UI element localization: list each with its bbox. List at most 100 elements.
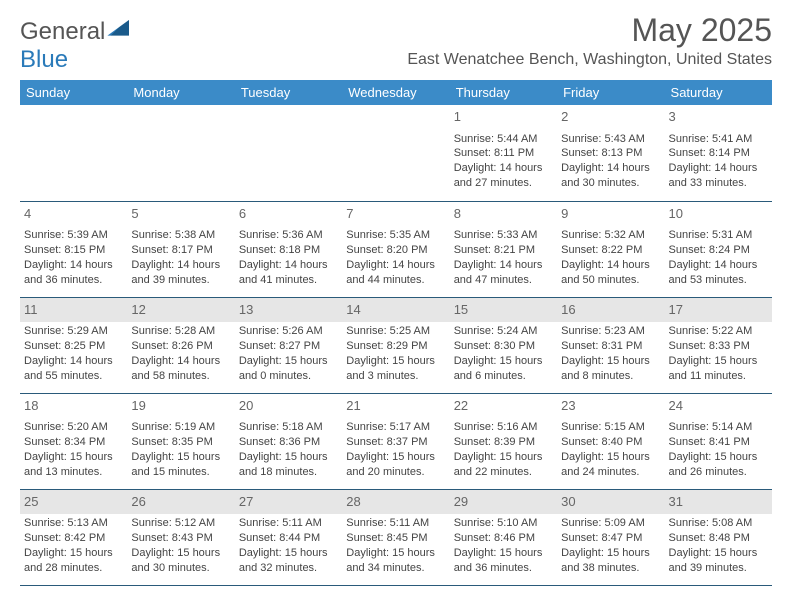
sunset-text: Sunset: 8:18 PM: [239, 243, 338, 258]
sunset-text: Sunset: 8:22 PM: [561, 243, 660, 258]
sunset-text: Sunset: 8:43 PM: [131, 531, 230, 546]
calendar-week-row: 11Sunrise: 5:29 AMSunset: 8:25 PMDayligh…: [20, 297, 772, 393]
date-number: 31: [669, 493, 768, 511]
calendar-cell: 1Sunrise: 5:44 AMSunset: 8:11 PMDaylight…: [450, 105, 557, 201]
calendar-cell: 15Sunrise: 5:24 AMSunset: 8:30 PMDayligh…: [450, 297, 557, 393]
sunset-text: Sunset: 8:11 PM: [454, 146, 553, 161]
daylight-text: Daylight: 15 hours and 11 minutes.: [669, 354, 768, 384]
date-row: 29: [450, 490, 557, 515]
weekday-header: Saturday: [665, 80, 772, 105]
sunset-text: Sunset: 8:26 PM: [131, 339, 230, 354]
date-row: 25: [20, 490, 127, 515]
sunrise-text: Sunrise: 5:19 AM: [131, 420, 230, 435]
sunset-text: Sunset: 8:45 PM: [346, 531, 445, 546]
date-number: 19: [131, 397, 230, 415]
calendar-cell: 25Sunrise: 5:13 AMSunset: 8:42 PMDayligh…: [20, 489, 127, 585]
calendar-cell-empty: [342, 105, 449, 201]
daylight-text: Daylight: 14 hours and 36 minutes.: [24, 258, 123, 288]
date-number: 6: [239, 205, 338, 223]
calendar-cell: 10Sunrise: 5:31 AMSunset: 8:24 PMDayligh…: [665, 201, 772, 297]
brand-text: General Blue: [20, 18, 129, 74]
brand-logo: General Blue: [20, 18, 129, 74]
date-number: 7: [346, 205, 445, 223]
date-row: 5: [127, 202, 234, 227]
calendar-cell: 24Sunrise: 5:14 AMSunset: 8:41 PMDayligh…: [665, 393, 772, 489]
date-number: 25: [24, 493, 123, 511]
date-number: 13: [239, 301, 338, 319]
daylight-text: Daylight: 15 hours and 24 minutes.: [561, 450, 660, 480]
calendar-cell: 17Sunrise: 5:22 AMSunset: 8:33 PMDayligh…: [665, 297, 772, 393]
sunrise-text: Sunrise: 5:38 AM: [131, 228, 230, 243]
location-text: East Wenatchee Bench, Washington, United…: [407, 51, 772, 69]
sunset-text: Sunset: 8:25 PM: [24, 339, 123, 354]
date-number: 22: [454, 397, 553, 415]
daylight-text: Daylight: 15 hours and 22 minutes.: [454, 450, 553, 480]
date-row: 13: [235, 298, 342, 323]
date-number: 2: [561, 108, 660, 126]
calendar-cell: 22Sunrise: 5:16 AMSunset: 8:39 PMDayligh…: [450, 393, 557, 489]
daylight-text: Daylight: 14 hours and 53 minutes.: [669, 258, 768, 288]
weekday-header: Friday: [557, 80, 664, 105]
sunrise-text: Sunrise: 5:44 AM: [454, 132, 553, 147]
sunrise-text: Sunrise: 5:33 AM: [454, 228, 553, 243]
daylight-text: Daylight: 14 hours and 41 minutes.: [239, 258, 338, 288]
daylight-text: Daylight: 14 hours and 39 minutes.: [131, 258, 230, 288]
date-number: 15: [454, 301, 553, 319]
date-row: 10: [665, 202, 772, 227]
calendar-cell: 16Sunrise: 5:23 AMSunset: 8:31 PMDayligh…: [557, 297, 664, 393]
calendar-cell: 2Sunrise: 5:43 AMSunset: 8:13 PMDaylight…: [557, 105, 664, 201]
sunrise-text: Sunrise: 5:15 AM: [561, 420, 660, 435]
sunrise-text: Sunrise: 5:26 AM: [239, 324, 338, 339]
daylight-text: Daylight: 14 hours and 55 minutes.: [24, 354, 123, 384]
date-number: 29: [454, 493, 553, 511]
sunset-text: Sunset: 8:47 PM: [561, 531, 660, 546]
sunset-text: Sunset: 8:33 PM: [669, 339, 768, 354]
sunrise-text: Sunrise: 5:35 AM: [346, 228, 445, 243]
date-row: 23: [557, 394, 664, 419]
sunrise-text: Sunrise: 5:11 AM: [346, 516, 445, 531]
daylight-text: Daylight: 14 hours and 50 minutes.: [561, 258, 660, 288]
date-row: 28: [342, 490, 449, 515]
calendar-cell: 31Sunrise: 5:08 AMSunset: 8:48 PMDayligh…: [665, 489, 772, 585]
sunrise-text: Sunrise: 5:31 AM: [669, 228, 768, 243]
weekday-header: Monday: [127, 80, 234, 105]
date-row: 3: [665, 105, 772, 130]
calendar-week-row: 1Sunrise: 5:44 AMSunset: 8:11 PMDaylight…: [20, 105, 772, 201]
calendar-cell: 3Sunrise: 5:41 AMSunset: 8:14 PMDaylight…: [665, 105, 772, 201]
daylight-text: Daylight: 15 hours and 15 minutes.: [131, 450, 230, 480]
page-header: General Blue May 2025 East Wenatchee Ben…: [20, 12, 772, 74]
calendar-week-row: 4Sunrise: 5:39 AMSunset: 8:15 PMDaylight…: [20, 201, 772, 297]
date-row: 31: [665, 490, 772, 515]
date-row: 14: [342, 298, 449, 323]
daylight-text: Daylight: 15 hours and 32 minutes.: [239, 546, 338, 576]
date-row: 22: [450, 394, 557, 419]
daylight-text: Daylight: 15 hours and 30 minutes.: [131, 546, 230, 576]
daylight-text: Daylight: 14 hours and 47 minutes.: [454, 258, 553, 288]
date-row: 18: [20, 394, 127, 419]
sunset-text: Sunset: 8:36 PM: [239, 435, 338, 450]
daylight-text: Daylight: 15 hours and 36 minutes.: [454, 546, 553, 576]
sunrise-text: Sunrise: 5:17 AM: [346, 420, 445, 435]
sunset-text: Sunset: 8:39 PM: [454, 435, 553, 450]
sunset-text: Sunset: 8:44 PM: [239, 531, 338, 546]
sunset-text: Sunset: 8:17 PM: [131, 243, 230, 258]
sunset-text: Sunset: 8:29 PM: [346, 339, 445, 354]
weekday-header: Sunday: [20, 80, 127, 105]
sunrise-text: Sunrise: 5:20 AM: [24, 420, 123, 435]
calendar-cell: 20Sunrise: 5:18 AMSunset: 8:36 PMDayligh…: [235, 393, 342, 489]
date-row: 30: [557, 490, 664, 515]
date-number: 30: [561, 493, 660, 511]
daylight-text: Daylight: 14 hours and 30 minutes.: [561, 161, 660, 191]
daylight-text: Daylight: 15 hours and 20 minutes.: [346, 450, 445, 480]
daylight-text: Daylight: 15 hours and 39 minutes.: [669, 546, 768, 576]
date-number: 10: [669, 205, 768, 223]
date-row: 16: [557, 298, 664, 323]
daylight-text: Daylight: 15 hours and 34 minutes.: [346, 546, 445, 576]
calendar-cell: 27Sunrise: 5:11 AMSunset: 8:44 PMDayligh…: [235, 489, 342, 585]
month-title: May 2025: [407, 12, 772, 49]
daylight-text: Daylight: 15 hours and 0 minutes.: [239, 354, 338, 384]
date-row: 6: [235, 202, 342, 227]
sunrise-text: Sunrise: 5:28 AM: [131, 324, 230, 339]
calendar-cell: 6Sunrise: 5:36 AMSunset: 8:18 PMDaylight…: [235, 201, 342, 297]
daylight-text: Daylight: 15 hours and 26 minutes.: [669, 450, 768, 480]
